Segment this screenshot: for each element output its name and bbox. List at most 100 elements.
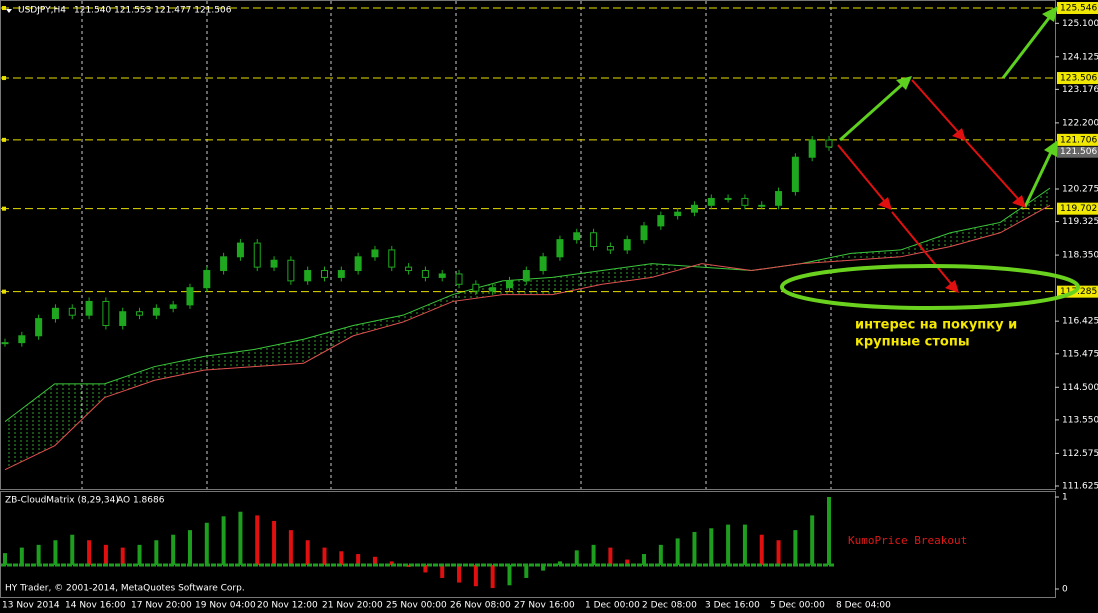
symbol: USDJPY,H4 (18, 6, 66, 16)
x-tick-label: 5 Dec 00:00 (770, 601, 825, 611)
ao-bar (574, 550, 579, 565)
ao-bar (255, 515, 260, 565)
candle (657, 215, 665, 227)
candle (808, 139, 816, 158)
ao-bar (305, 540, 310, 565)
ao-bar (339, 551, 344, 565)
ao-bar (524, 565, 529, 578)
ao-bar (490, 565, 495, 589)
ao-bar (154, 540, 159, 565)
footer: HY Trader, © 2001-2014, MetaQuotes Softw… (5, 584, 245, 594)
candle (169, 304, 177, 309)
ao-bar (642, 554, 647, 565)
level-marker (2, 137, 6, 142)
y-tick-label: 112.575 (1062, 449, 1098, 459)
senkou-span-a (4, 187, 1051, 423)
ao-bar (372, 556, 377, 565)
price-label: 121.506 (1060, 147, 1097, 157)
y-tick-label: 1 (1062, 493, 1068, 503)
ao-bar (389, 561, 394, 565)
ao-bar (608, 547, 613, 565)
candle (388, 249, 396, 268)
candle (505, 280, 513, 289)
x-tick-label: 1 Dec 00:00 (585, 601, 640, 611)
y-tick-label: 113.550 (1062, 415, 1098, 425)
candle (354, 256, 362, 272)
header-arrow (6, 9, 12, 13)
candle (18, 335, 26, 344)
x-tick-label: 3 Dec 16:00 (705, 601, 760, 611)
candle (287, 259, 295, 282)
x-tick-label: 21 Nov 20:00 (322, 601, 383, 611)
level-label: 123.506 (1060, 74, 1097, 84)
x-tick-label: 26 Nov 08:00 (450, 601, 511, 611)
candle (321, 270, 329, 278)
ao-bar (288, 530, 293, 565)
ao-bar (591, 544, 596, 565)
ao-bar (810, 515, 815, 565)
ao-bar (507, 565, 512, 586)
y-tick-label: 114.500 (1062, 383, 1098, 393)
candle (590, 232, 598, 248)
ao-bar (36, 544, 41, 565)
ao-bar (557, 561, 562, 565)
y-tick-label: 120.275 (1062, 184, 1098, 194)
candle (270, 259, 278, 268)
x-tick-label: 17 Nov 20:00 (131, 601, 192, 611)
ao-bar (692, 531, 697, 565)
candle (455, 273, 463, 285)
candle (825, 139, 833, 148)
x-tick-label: 13 Nov 2014 (2, 601, 60, 611)
candle (304, 270, 312, 282)
candle (152, 307, 160, 316)
candle (253, 242, 261, 268)
level-label: 117.285 (1060, 287, 1097, 297)
x-tick-label: 27 Nov 16:00 (514, 601, 575, 611)
candle (1, 342, 9, 345)
candle (539, 256, 547, 272)
candle (472, 283, 480, 292)
indicator-value: AO 1.8686 (117, 496, 165, 506)
ao-bar (272, 520, 277, 565)
ao-bar (726, 524, 731, 565)
candle (640, 225, 648, 241)
level-marker (2, 76, 6, 81)
level-tag (1057, 2, 1098, 14)
candle (775, 191, 783, 206)
level-marker (2, 289, 6, 294)
ao-bar (87, 540, 92, 565)
x-tick-label: 19 Nov 04:00 (195, 601, 256, 611)
annotation: крупные стопы (855, 335, 970, 350)
candle (51, 307, 59, 320)
candle (489, 287, 497, 292)
indicator-title: ZB-CloudMatrix (8,29,34) (5, 496, 119, 506)
candle (203, 270, 211, 289)
candle (337, 270, 345, 278)
ao-bar (827, 497, 831, 565)
y-tick-label: 124.125 (1062, 52, 1098, 62)
ao-bar (793, 530, 798, 565)
ao-bar (137, 544, 142, 565)
ao-bar (473, 565, 478, 587)
annotation: интерес на покупку и (855, 318, 1017, 333)
level-marker (2, 206, 6, 211)
x-tick-label: 25 Nov 00:00 (386, 601, 447, 611)
y-tick-label: 115.475 (1062, 349, 1098, 359)
ao-bar (19, 547, 24, 565)
y-tick-label: 0 (1062, 585, 1068, 595)
candle (724, 197, 732, 200)
level-tag (1057, 202, 1098, 215)
candle (791, 156, 799, 193)
ao-bar (709, 528, 714, 565)
ao-bar (238, 511, 243, 565)
ao-bar (541, 565, 546, 571)
candle (741, 197, 749, 206)
candle (405, 266, 413, 272)
y-tick-label: 125.100 (1062, 19, 1098, 29)
candle (136, 311, 144, 316)
candle (522, 270, 530, 282)
candle (371, 249, 379, 258)
ao-bar (103, 544, 108, 565)
